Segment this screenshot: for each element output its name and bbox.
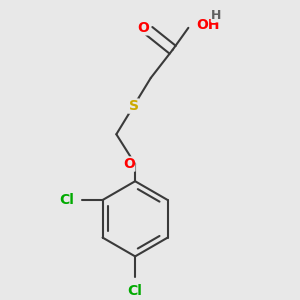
Text: Cl: Cl xyxy=(128,284,142,298)
Text: H: H xyxy=(211,9,222,22)
Text: O: O xyxy=(123,157,135,171)
Text: OH: OH xyxy=(196,18,220,32)
Text: Cl: Cl xyxy=(59,193,74,207)
Text: S: S xyxy=(129,99,139,113)
Text: O: O xyxy=(137,21,149,35)
